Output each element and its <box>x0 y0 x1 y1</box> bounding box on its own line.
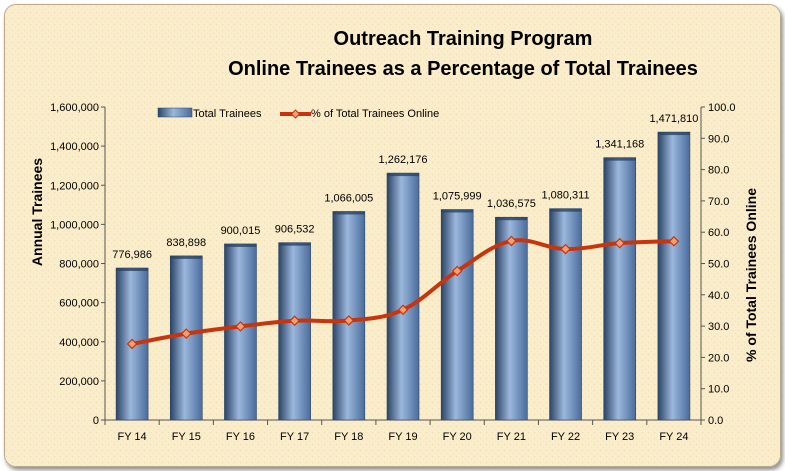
line-point-percent-online <box>397 304 409 316</box>
line-point-percent-online <box>289 315 300 327</box>
bar-cap <box>495 217 528 221</box>
bar-data-label: 900,015 <box>221 225 261 237</box>
bar-total-trainees <box>549 208 582 421</box>
bar-cap <box>116 268 149 272</box>
legend: Total Trainees % of Total Trainees Onlin… <box>157 107 439 120</box>
bar-data-label: 1,075,999 <box>433 191 482 203</box>
legend-swatch-total-trainees <box>157 107 193 118</box>
x-tick-label: FY 16 <box>226 431 255 443</box>
right-axis-title: % of Total Trainees Online <box>743 188 759 362</box>
left-tick-label: 400,000 <box>59 337 99 349</box>
x-tick-label: FY 17 <box>280 431 309 443</box>
line-point-percent-online <box>614 237 626 249</box>
line-point-percent-online <box>506 235 517 247</box>
bar-data-label: 1,262,176 <box>379 154 428 166</box>
right-tick-label: 0.0 <box>708 415 723 427</box>
bar-data-label: 838,898 <box>166 237 206 249</box>
bar-cap <box>657 132 690 136</box>
bar-total-trainees <box>440 209 474 421</box>
right-tick-label: 50.0 <box>708 259 729 271</box>
x-tick-label: FY 22 <box>551 431 580 443</box>
bar-cap <box>224 243 257 247</box>
left-tick-label: 1,600,000 <box>50 102 99 114</box>
legend-label-percent-online: % of Total Trainees Online <box>311 108 439 120</box>
x-tick-label: FY 15 <box>172 431 201 443</box>
bar-total-trainees <box>386 172 420 421</box>
line-series <box>126 235 680 350</box>
bar-data-label: 1,471,810 <box>649 113 698 125</box>
bar-total-trainees <box>278 242 311 421</box>
bar-cap <box>332 211 365 215</box>
x-tick-label: FY 19 <box>388 431 417 443</box>
line-point-percent-online <box>451 265 463 277</box>
bar-cap <box>549 208 582 212</box>
bar-data-label: 1,036,575 <box>487 198 536 210</box>
left-tick-label: 0 <box>93 415 99 427</box>
right-tick-label: 20.0 <box>708 352 729 364</box>
bar-total-trainees <box>495 216 528 421</box>
chart-title-line-1: Outreach Training Program <box>334 28 593 50</box>
x-tick-label: FY 20 <box>443 431 472 443</box>
bar-cap <box>278 242 311 246</box>
left-tick-label: 1,400,000 <box>50 141 99 153</box>
right-tick-label: 80.0 <box>708 165 729 177</box>
line-point-percent-online <box>560 243 571 255</box>
legend-marker-percent-online <box>290 109 301 119</box>
bar-data-label: 1,080,311 <box>541 190 589 202</box>
right-tick-label: 90.0 <box>708 133 729 145</box>
chart-frame: Outreach Training Program Online Trainee… <box>4 4 781 467</box>
bar-cap <box>441 209 474 213</box>
left-tick-label: 1,000,000 <box>50 219 99 231</box>
bar-data-label: 906,532 <box>275 224 315 236</box>
left-tick-label: 1,200,000 <box>50 180 99 192</box>
bar-cap <box>603 157 636 161</box>
legend-label-total-trainees: Total Trainees <box>193 108 262 120</box>
right-tick-label: 40.0 <box>708 290 729 302</box>
chart-canvas: Outreach Training Program Online Trainee… <box>5 5 780 466</box>
left-tick-label: 800,000 <box>59 259 99 271</box>
bar-series <box>115 131 691 421</box>
line-point-percent-online <box>668 235 680 247</box>
line-point-percent-online <box>126 338 138 350</box>
line-point-percent-online <box>235 321 246 332</box>
right-tick-label: 30.0 <box>708 321 729 333</box>
x-axis: FY 14 FY 15 FY 16 FY 17 FY 18 FY 19 FY 20 FY 21… <box>104 419 702 443</box>
x-tick-label: FY 14 <box>118 431 147 443</box>
right-tick-label: 70.0 <box>708 196 729 208</box>
bar-data-labels: 776,986 838,898 900,015 906,532 1,066,005 1,2… <box>112 113 698 261</box>
left-axis: 0 200,000 400,000 600,000 800,000 1,000,000 1,… <box>50 102 106 427</box>
right-axis: 0.0 10.0 20.0 30.0 40.0 50.0 60.0 70.0 80.0 90.0 1… <box>700 102 736 427</box>
right-tick-label: 100.0 <box>708 102 736 114</box>
bar-cap <box>387 173 419 177</box>
bar-data-label: 776,986 <box>112 249 152 261</box>
bar-data-label: 1,066,005 <box>324 192 373 204</box>
x-tick-label: FY 24 <box>659 431 688 443</box>
bar-total-trainees <box>224 243 257 421</box>
bar-cap <box>170 255 203 259</box>
bar-total-trainees <box>603 157 637 421</box>
x-tick-label: FY 23 <box>605 431 634 443</box>
line-point-percent-online <box>180 328 192 339</box>
left-axis-title: Annual Trainees <box>29 158 45 266</box>
line-point-percent-online <box>343 315 355 326</box>
left-tick-label: 200,000 <box>59 376 99 388</box>
x-tick-label: FY 18 <box>334 431 363 443</box>
bar-data-label: 1,341,168 <box>595 139 644 151</box>
right-tick-label: 10.0 <box>708 384 729 396</box>
x-tick-label: FY 21 <box>497 431 526 443</box>
bar-total-trainees <box>657 131 691 421</box>
chart-title-line-2: Online Trainees as a Percentage of Total… <box>228 58 698 80</box>
right-tick-label: 60.0 <box>708 227 729 239</box>
left-tick-label: 600,000 <box>59 298 99 310</box>
